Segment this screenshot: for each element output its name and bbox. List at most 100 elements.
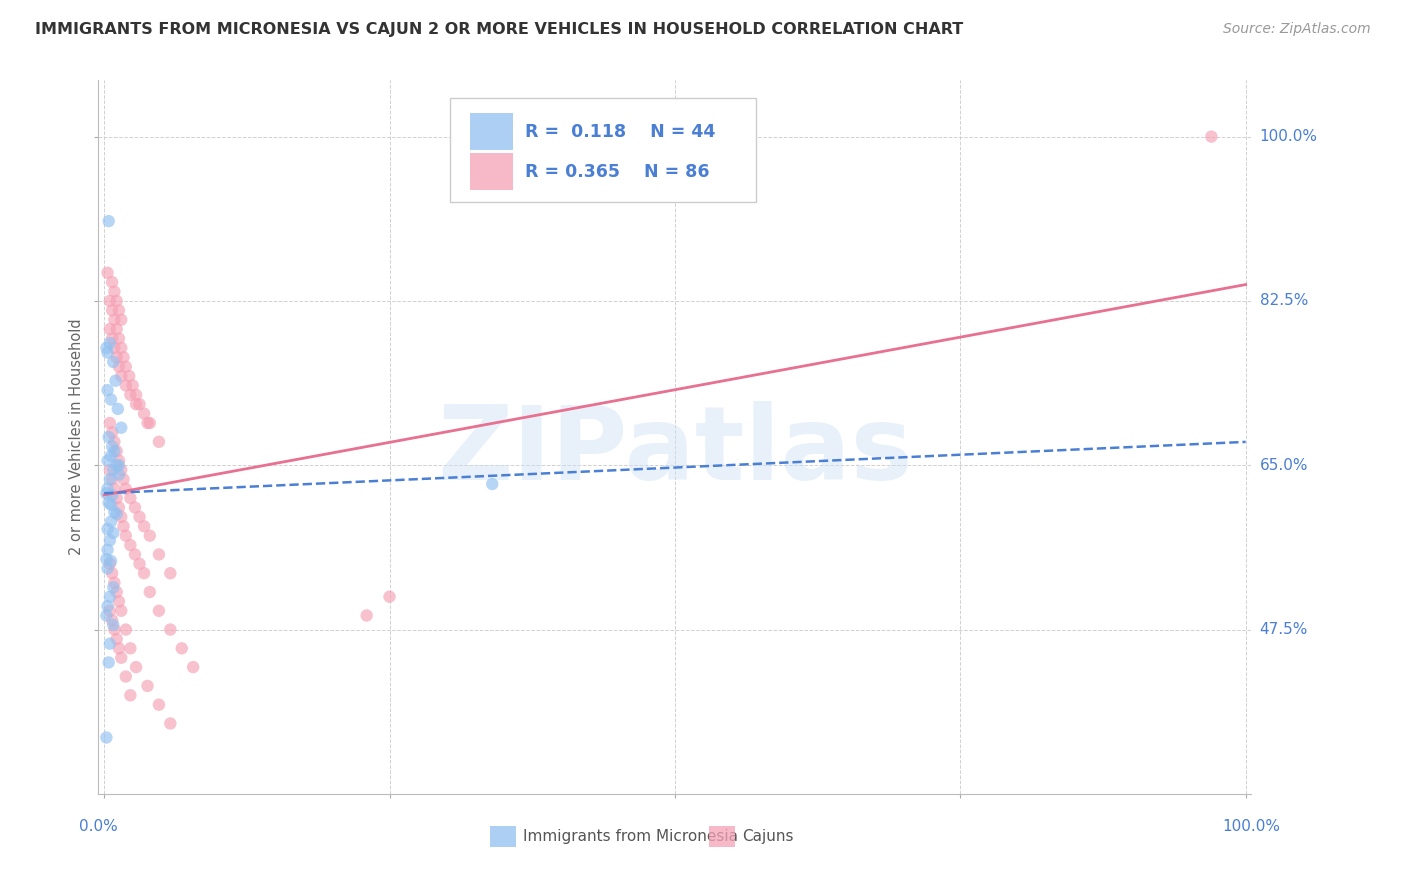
Text: 47.5%: 47.5% [1260, 622, 1308, 637]
Text: 82.5%: 82.5% [1260, 293, 1308, 309]
Point [103, 355, 125, 369]
Point [112, 351, 135, 365]
Point [104, 374, 127, 388]
Point [96, 542, 118, 557]
Text: 100.0%: 100.0% [1260, 129, 1317, 145]
Point [114, 359, 136, 374]
Text: ZIPatlas: ZIPatlas [437, 401, 912, 502]
FancyBboxPatch shape [470, 153, 513, 190]
Point [103, 525, 125, 540]
Point [125, 660, 148, 674]
Point [98, 472, 121, 486]
Point [114, 529, 136, 543]
Point [120, 388, 142, 402]
Point [118, 369, 141, 384]
Point [159, 623, 181, 637]
Point [103, 444, 125, 458]
Point [110, 420, 132, 434]
Point [108, 467, 131, 482]
Point [103, 580, 125, 594]
Point [124, 500, 146, 515]
Point [132, 519, 155, 533]
Point [120, 538, 142, 552]
Point [110, 509, 132, 524]
Point [170, 641, 193, 656]
Point [96, 345, 118, 359]
Point [132, 407, 155, 421]
Point [98, 416, 121, 430]
Point [125, 388, 148, 402]
FancyBboxPatch shape [491, 826, 516, 847]
Point [98, 604, 121, 618]
Point [103, 618, 125, 632]
Point [110, 369, 132, 384]
Point [105, 351, 128, 365]
Point [110, 650, 132, 665]
Point [96, 341, 118, 355]
Point [128, 397, 150, 411]
Point [96, 486, 118, 500]
Point [112, 519, 135, 533]
Point [108, 453, 131, 467]
Point [96, 561, 118, 575]
Point [101, 566, 124, 581]
Point [181, 660, 204, 674]
Point [100, 554, 122, 568]
Point [98, 590, 121, 604]
Point [139, 529, 162, 543]
Point [105, 585, 128, 599]
Point [98, 463, 121, 477]
Point [100, 515, 122, 529]
Point [97, 430, 120, 444]
Point [96, 731, 118, 745]
Point [114, 623, 136, 637]
Point [121, 378, 143, 392]
Point [103, 482, 125, 496]
Y-axis label: 2 or more Vehicles in Household: 2 or more Vehicles in Household [69, 318, 84, 556]
Point [96, 599, 118, 613]
Point [108, 303, 131, 318]
Point [114, 378, 136, 392]
Point [136, 416, 159, 430]
Point [101, 472, 124, 486]
Point [101, 440, 124, 454]
Point [97, 656, 120, 670]
Point [96, 522, 118, 536]
Point [356, 608, 378, 623]
Point [148, 548, 170, 562]
Point [1201, 129, 1223, 144]
Point [105, 507, 128, 521]
Point [100, 392, 122, 407]
Point [96, 383, 118, 397]
Point [148, 698, 170, 712]
Point [103, 505, 125, 519]
Point [101, 613, 124, 627]
Point [101, 275, 124, 289]
Point [103, 434, 125, 449]
Point [124, 548, 146, 562]
Point [110, 312, 132, 326]
Text: 65.0%: 65.0% [1260, 458, 1308, 473]
Point [103, 312, 125, 326]
Point [110, 604, 132, 618]
Point [103, 463, 125, 477]
Point [105, 458, 128, 473]
Point [128, 509, 150, 524]
Text: Immigrants from Micronesia: Immigrants from Micronesia [523, 830, 738, 844]
Point [101, 331, 124, 345]
Point [120, 641, 142, 656]
Point [159, 566, 181, 581]
Point [103, 575, 125, 590]
Point [108, 500, 131, 515]
Point [105, 293, 128, 308]
Text: R =  0.118    N = 44: R = 0.118 N = 44 [524, 123, 716, 141]
Point [110, 463, 132, 477]
Point [481, 477, 503, 491]
Point [108, 359, 131, 374]
Point [103, 341, 125, 355]
Point [108, 458, 131, 473]
Point [103, 623, 125, 637]
Text: 0.0%: 0.0% [79, 819, 118, 834]
Point [101, 303, 124, 318]
Point [103, 285, 125, 299]
